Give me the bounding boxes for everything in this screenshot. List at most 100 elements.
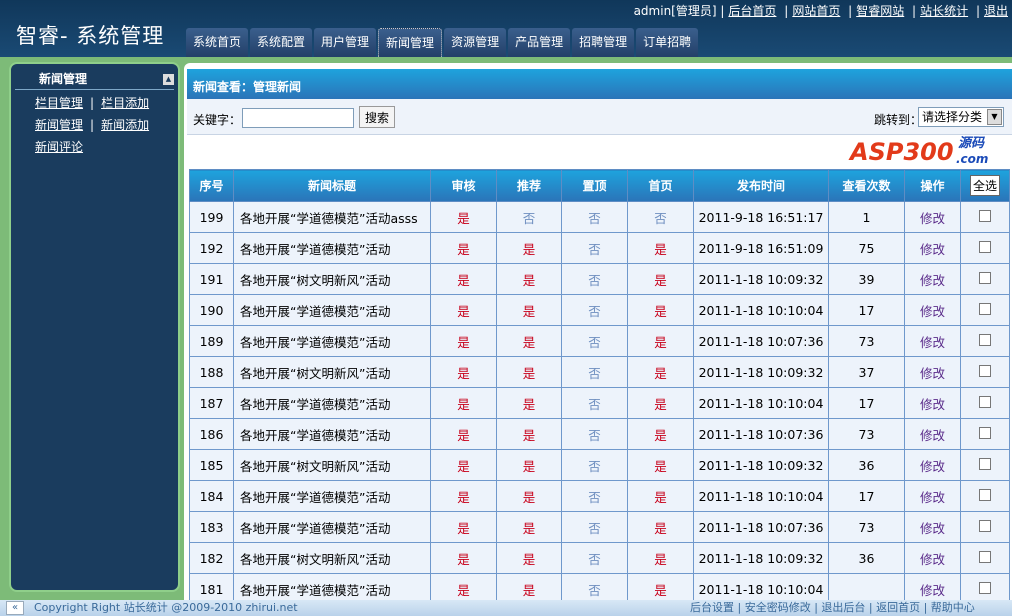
link-site-home[interactable]: 网站首页 — [792, 4, 841, 18]
edit-link[interactable]: 修改 — [919, 458, 945, 474]
cell-audit[interactable]: 是 — [430, 449, 497, 481]
collapse-sidebar-button[interactable]: « — [6, 601, 24, 615]
cell-top[interactable]: 否 — [561, 294, 628, 326]
cell-top[interactable]: 否 — [561, 542, 628, 574]
cell-homepage[interactable]: 是 — [627, 418, 694, 450]
cell-recommend[interactable]: 是 — [496, 387, 562, 419]
cell-homepage[interactable]: 是 — [627, 573, 694, 600]
cell-homepage[interactable]: 是 — [627, 263, 694, 295]
sidebar-item-category-add[interactable]: 栏目添加 — [101, 96, 150, 110]
cell-recommend[interactable]: 是 — [496, 263, 562, 295]
cell-audit[interactable]: 是 — [430, 263, 497, 295]
row-checkbox[interactable] — [979, 240, 991, 253]
tab-3[interactable]: 新闻管理 — [378, 28, 443, 57]
link-logout[interactable]: 退出 — [983, 4, 1008, 18]
cell-homepage[interactable]: 是 — [627, 480, 694, 512]
row-checkbox[interactable] — [979, 302, 991, 315]
cell-recommend[interactable]: 是 — [496, 325, 562, 357]
cell-recommend[interactable]: 是 — [496, 480, 562, 512]
sidebar-item-news-comments[interactable]: 新闻评论 — [35, 140, 84, 154]
edit-link[interactable]: 修改 — [919, 210, 945, 226]
cell-top[interactable]: 否 — [561, 573, 628, 600]
cell-audit[interactable]: 是 — [430, 232, 497, 264]
cell-recommend[interactable]: 否 — [496, 201, 562, 233]
footer-links[interactable]: 后台设置 | 安全密码修改 | 退出后台 | 返回首页 | 帮助中心 — [690, 601, 975, 614]
cell-audit[interactable]: 是 — [430, 480, 497, 512]
row-checkbox[interactable] — [979, 581, 991, 594]
cell-homepage[interactable]: 是 — [627, 387, 694, 419]
tab-7[interactable]: 订单招聘 — [636, 28, 699, 57]
row-checkbox[interactable] — [979, 519, 991, 532]
edit-link[interactable]: 修改 — [919, 427, 945, 443]
keyword-input[interactable] — [242, 108, 354, 128]
cell-audit[interactable]: 是 — [430, 325, 497, 357]
cell-audit[interactable]: 是 — [430, 387, 497, 419]
edit-link[interactable]: 修改 — [919, 520, 945, 536]
cell-top[interactable]: 否 — [561, 263, 628, 295]
cell-audit[interactable]: 是 — [430, 511, 497, 543]
cell-homepage[interactable]: 是 — [627, 449, 694, 481]
category-select[interactable]: 请选择分类 ▼ — [918, 107, 1004, 127]
edit-link[interactable]: 修改 — [919, 582, 945, 598]
cell-homepage[interactable]: 是 — [627, 511, 694, 543]
cell-recommend[interactable]: 是 — [496, 449, 562, 481]
edit-link[interactable]: 修改 — [919, 396, 945, 412]
sidebar-item-news-add[interactable]: 新闻添加 — [101, 118, 150, 132]
cell-top[interactable]: 否 — [561, 325, 628, 357]
tab-0[interactable]: 系统首页 — [186, 28, 249, 57]
cell-top[interactable]: 否 — [561, 232, 628, 264]
edit-link[interactable]: 修改 — [919, 489, 945, 505]
tab-5[interactable]: 产品管理 — [508, 28, 571, 57]
edit-link[interactable]: 修改 — [919, 272, 945, 288]
edit-link[interactable]: 修改 — [919, 241, 945, 257]
row-checkbox[interactable] — [979, 271, 991, 284]
collapse-up-icon[interactable]: ▲ — [163, 74, 174, 85]
cell-audit[interactable]: 是 — [430, 294, 497, 326]
cell-recommend[interactable]: 是 — [496, 573, 562, 600]
row-checkbox[interactable] — [979, 457, 991, 470]
cell-top[interactable]: 否 — [561, 356, 628, 388]
cell-audit[interactable]: 是 — [430, 573, 497, 600]
sidebar-item-news-manage[interactable]: 新闻管理 — [35, 118, 84, 132]
cell-homepage[interactable]: 是 — [627, 325, 694, 357]
row-checkbox[interactable] — [979, 333, 991, 346]
cell-audit[interactable]: 是 — [430, 356, 497, 388]
cell-top[interactable]: 否 — [561, 480, 628, 512]
cell-homepage[interactable]: 是 — [627, 294, 694, 326]
cell-top[interactable]: 否 — [561, 511, 628, 543]
cell-audit[interactable]: 是 — [430, 542, 497, 574]
cell-recommend[interactable]: 是 — [496, 418, 562, 450]
tab-4[interactable]: 资源管理 — [444, 28, 507, 57]
row-checkbox[interactable] — [979, 209, 991, 222]
edit-link[interactable]: 修改 — [919, 334, 945, 350]
tab-2[interactable]: 用户管理 — [314, 28, 377, 57]
search-button[interactable]: 搜索 — [359, 106, 396, 128]
cell-recommend[interactable]: 是 — [496, 511, 562, 543]
cell-recommend[interactable]: 是 — [496, 542, 562, 574]
row-checkbox[interactable] — [979, 364, 991, 377]
link-zhirui[interactable]: 智睿网站 — [856, 4, 905, 18]
cell-recommend[interactable]: 是 — [496, 232, 562, 264]
cell-recommend[interactable]: 是 — [496, 356, 562, 388]
select-all-button[interactable]: 全选 — [969, 175, 1000, 196]
sidebar-item-category-manage[interactable]: 栏目管理 — [35, 96, 84, 110]
cell-top[interactable]: 否 — [561, 201, 628, 233]
row-checkbox[interactable] — [979, 426, 991, 439]
cell-top[interactable]: 否 — [561, 418, 628, 450]
edit-link[interactable]: 修改 — [919, 365, 945, 381]
link-admin-home[interactable]: 后台首页 — [728, 4, 777, 18]
edit-link[interactable]: 修改 — [919, 303, 945, 319]
cell-homepage[interactable]: 是 — [627, 232, 694, 264]
edit-link[interactable]: 修改 — [919, 551, 945, 567]
link-stats[interactable]: 站长统计 — [920, 4, 969, 18]
cell-audit[interactable]: 是 — [430, 201, 497, 233]
cell-homepage[interactable]: 是 — [627, 356, 694, 388]
cell-audit[interactable]: 是 — [430, 418, 497, 450]
tab-1[interactable]: 系统配置 — [250, 28, 313, 57]
cell-homepage[interactable]: 否 — [627, 201, 694, 233]
row-checkbox[interactable] — [979, 395, 991, 408]
cell-recommend[interactable]: 是 — [496, 294, 562, 326]
tab-6[interactable]: 招聘管理 — [572, 28, 635, 57]
cell-homepage[interactable]: 是 — [627, 542, 694, 574]
row-checkbox[interactable] — [979, 488, 991, 501]
